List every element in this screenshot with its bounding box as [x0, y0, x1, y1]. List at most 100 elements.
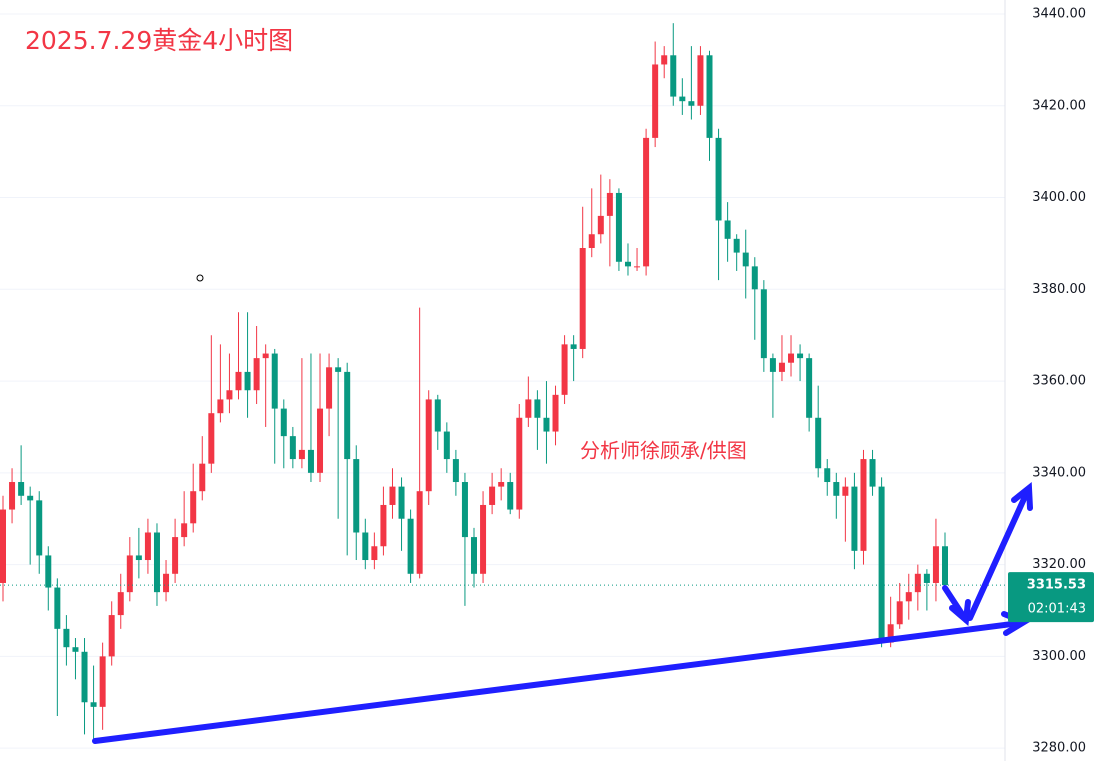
candle-body	[208, 413, 215, 464]
candle-body	[597, 215, 604, 235]
candle-body	[507, 482, 514, 510]
candle-body	[307, 449, 314, 473]
candle-body	[63, 628, 70, 648]
candle-body	[733, 238, 740, 253]
candle-body	[389, 486, 396, 505]
candle-body	[588, 234, 595, 249]
candle-body	[244, 371, 251, 391]
y-tick-label: 3380.00	[1032, 282, 1086, 297]
candle-body	[878, 486, 885, 643]
candle-body	[99, 656, 106, 707]
candle-body	[842, 486, 849, 496]
candle-body	[362, 532, 369, 561]
chart-title: 2025.7.29黄金4小时图	[25, 26, 293, 55]
y-tick-label: 3400.00	[1032, 190, 1086, 205]
candle-body	[652, 64, 659, 138]
y-tick-label: 3300.00	[1032, 649, 1086, 664]
annotations	[92, 481, 1033, 744]
candle-body	[353, 459, 360, 533]
candle-body	[661, 55, 668, 65]
candle-body	[344, 371, 351, 460]
candle-body	[896, 601, 903, 625]
marker-dot	[196, 274, 204, 282]
candle-body	[54, 587, 61, 629]
candle-body	[199, 463, 206, 492]
candle-body	[434, 399, 441, 432]
candle-body	[108, 615, 115, 657]
candle-body	[190, 491, 197, 524]
candle-body	[543, 417, 550, 432]
candle-body	[0, 509, 6, 583]
candle-body	[326, 367, 333, 409]
timer-label: 02:01:43	[1028, 602, 1086, 617]
candle-body	[90, 702, 97, 707]
candle-body	[398, 486, 405, 519]
candle-body	[706, 55, 713, 138]
candles	[0, 23, 1005, 739]
candle-body	[117, 592, 124, 616]
candle-body	[9, 482, 16, 510]
y-tick-label: 3360.00	[1032, 374, 1086, 389]
candle-body	[163, 573, 170, 593]
y-tick-label: 3280.00	[1032, 741, 1086, 756]
candle-body	[561, 344, 568, 395]
candle-body	[298, 449, 305, 460]
candle-body	[452, 459, 459, 483]
candle-body	[45, 555, 52, 588]
candle-body	[461, 482, 468, 538]
candle-body	[153, 532, 160, 593]
candle-body	[407, 518, 414, 574]
candle-body	[615, 192, 622, 262]
candle-body	[634, 266, 641, 268]
candle-body	[371, 546, 378, 561]
candle-body	[271, 353, 278, 409]
candle-body	[380, 504, 387, 547]
y-tick-label: 3440.00	[1032, 6, 1086, 21]
candle-body	[932, 546, 939, 583]
candle-body	[679, 96, 686, 102]
candle-body	[824, 468, 831, 483]
candle-body	[335, 367, 342, 372]
arrow-head	[949, 599, 971, 626]
candle-body	[851, 486, 858, 551]
candle-body	[760, 289, 767, 359]
candle-body	[480, 504, 487, 574]
candle-body	[289, 436, 296, 460]
candle-body	[425, 399, 432, 492]
candle-body	[27, 495, 34, 501]
watermark: 分析师徐顾承/供图	[580, 439, 747, 463]
candle-body	[235, 371, 242, 391]
price-tag	[1008, 572, 1094, 623]
candle-body	[579, 248, 586, 349]
candle-body	[570, 344, 577, 349]
candle-body	[869, 459, 876, 487]
candle-body	[624, 261, 631, 267]
candle-body	[534, 399, 541, 418]
last-price-label: 3315.53	[1027, 578, 1086, 593]
candle-body	[715, 137, 722, 221]
candle-body	[489, 486, 496, 505]
candle-body	[217, 399, 224, 414]
candle-body	[778, 362, 785, 372]
candle-body	[833, 482, 840, 496]
candle-body	[262, 353, 269, 359]
candle-body	[769, 358, 776, 372]
candle-body	[688, 101, 695, 106]
candle-body	[724, 220, 731, 239]
y-tick-label: 3320.00	[1032, 557, 1086, 572]
candle-body	[606, 192, 613, 216]
candle-body	[126, 555, 133, 593]
candle-body	[797, 353, 804, 359]
candle-body	[806, 358, 813, 418]
candle-body	[643, 137, 650, 267]
candle-body	[525, 399, 532, 418]
trend-line	[92, 620, 1023, 744]
candle-body	[923, 573, 930, 583]
candle-body	[788, 353, 795, 363]
candle-body	[742, 252, 749, 267]
candle-body	[552, 394, 559, 432]
candle-body	[516, 417, 523, 510]
candle-body	[860, 459, 867, 551]
candle-body	[670, 55, 677, 97]
